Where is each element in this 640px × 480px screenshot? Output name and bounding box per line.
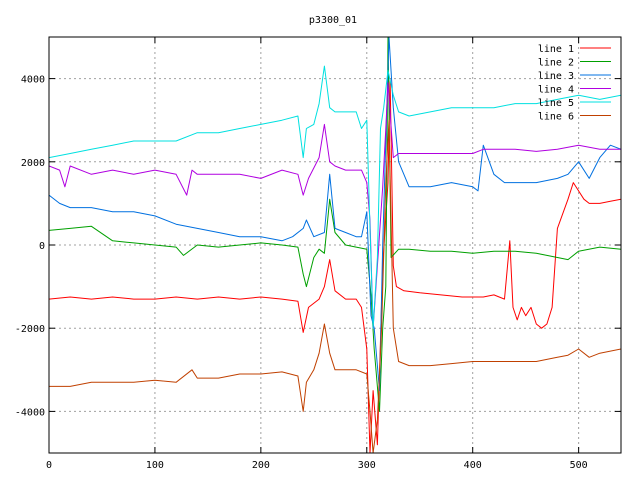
y-tick-label: 2000 bbox=[21, 158, 45, 169]
series-line-5 bbox=[49, 65, 621, 329]
grid bbox=[49, 37, 621, 453]
series-line-3 bbox=[49, 37, 621, 392]
y-tick-label: 4000 bbox=[21, 75, 45, 86]
x-tick-label: 500 bbox=[570, 460, 588, 471]
legend-label: line 4 bbox=[538, 85, 574, 96]
series-line-4 bbox=[49, 82, 621, 329]
legend-label: line 2 bbox=[538, 58, 574, 69]
series-layer bbox=[49, 37, 621, 453]
x-tick-label: 0 bbox=[46, 460, 52, 471]
x-tick-label: 100 bbox=[146, 460, 164, 471]
y-tick-label: -2000 bbox=[15, 324, 45, 335]
x-tick-label: 400 bbox=[464, 460, 482, 471]
legend: line 1 line 2 line 3 line 4 line 5 line 6 bbox=[538, 44, 611, 123]
y-tick-label: 0 bbox=[39, 241, 45, 252]
legend-label: line 6 bbox=[538, 112, 574, 123]
series-line-2 bbox=[49, 37, 621, 412]
y-tick-label: -4000 bbox=[15, 407, 45, 418]
legend-label: line 3 bbox=[538, 71, 574, 82]
x-tick-label: 200 bbox=[252, 460, 270, 471]
legend-label: line 1 bbox=[538, 44, 574, 55]
x-tick-label: 300 bbox=[358, 460, 376, 471]
chart-title: p3300_01 bbox=[309, 15, 357, 26]
legend-label: line 5 bbox=[538, 98, 574, 109]
series-line-6 bbox=[49, 119, 621, 453]
axis-ticks: 0 100 200 300 400 500 -4000 -2000 0 2000 4000 bbox=[15, 37, 621, 471]
